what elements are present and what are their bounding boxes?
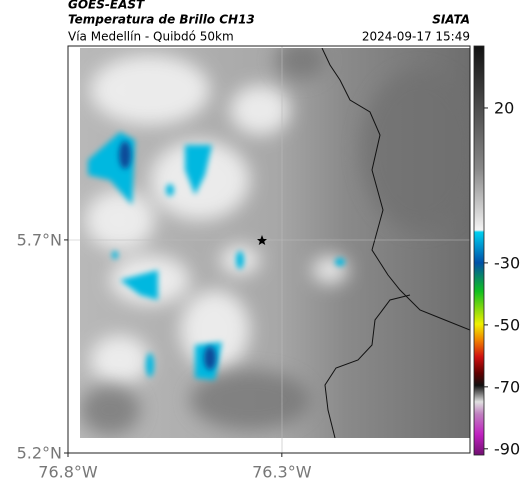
x-tick-label: 76.3°W: [252, 463, 312, 482]
x-tick-label: 76.8°W: [38, 463, 98, 482]
borders: [321, 48, 470, 438]
colorbar: [473, 45, 485, 456]
brightness-field: [80, 48, 470, 438]
subtitle: Temperatura de Brillo CH13: [68, 13, 255, 27]
title: GOES-EAST: [68, 0, 145, 12]
colorbar-tick-label: 20: [494, 98, 514, 117]
y-tick-label: 5.7°N: [17, 230, 62, 249]
timestamp: 2024-09-17 15:49: [362, 30, 470, 44]
colorbar-tick-label: -30: [494, 253, 520, 272]
source: SIATA: [432, 13, 470, 27]
colorbar-tick-label: -90: [494, 439, 520, 458]
y-tick-label: 5.2°N: [17, 444, 62, 463]
location: Vía Medellín - Quibdó 50km: [68, 30, 234, 44]
colorbar-tick-label: -50: [494, 315, 520, 334]
colorbar-tick-label: -70: [494, 377, 520, 396]
city-marker: [257, 235, 267, 245]
map-frame: [67, 45, 471, 454]
